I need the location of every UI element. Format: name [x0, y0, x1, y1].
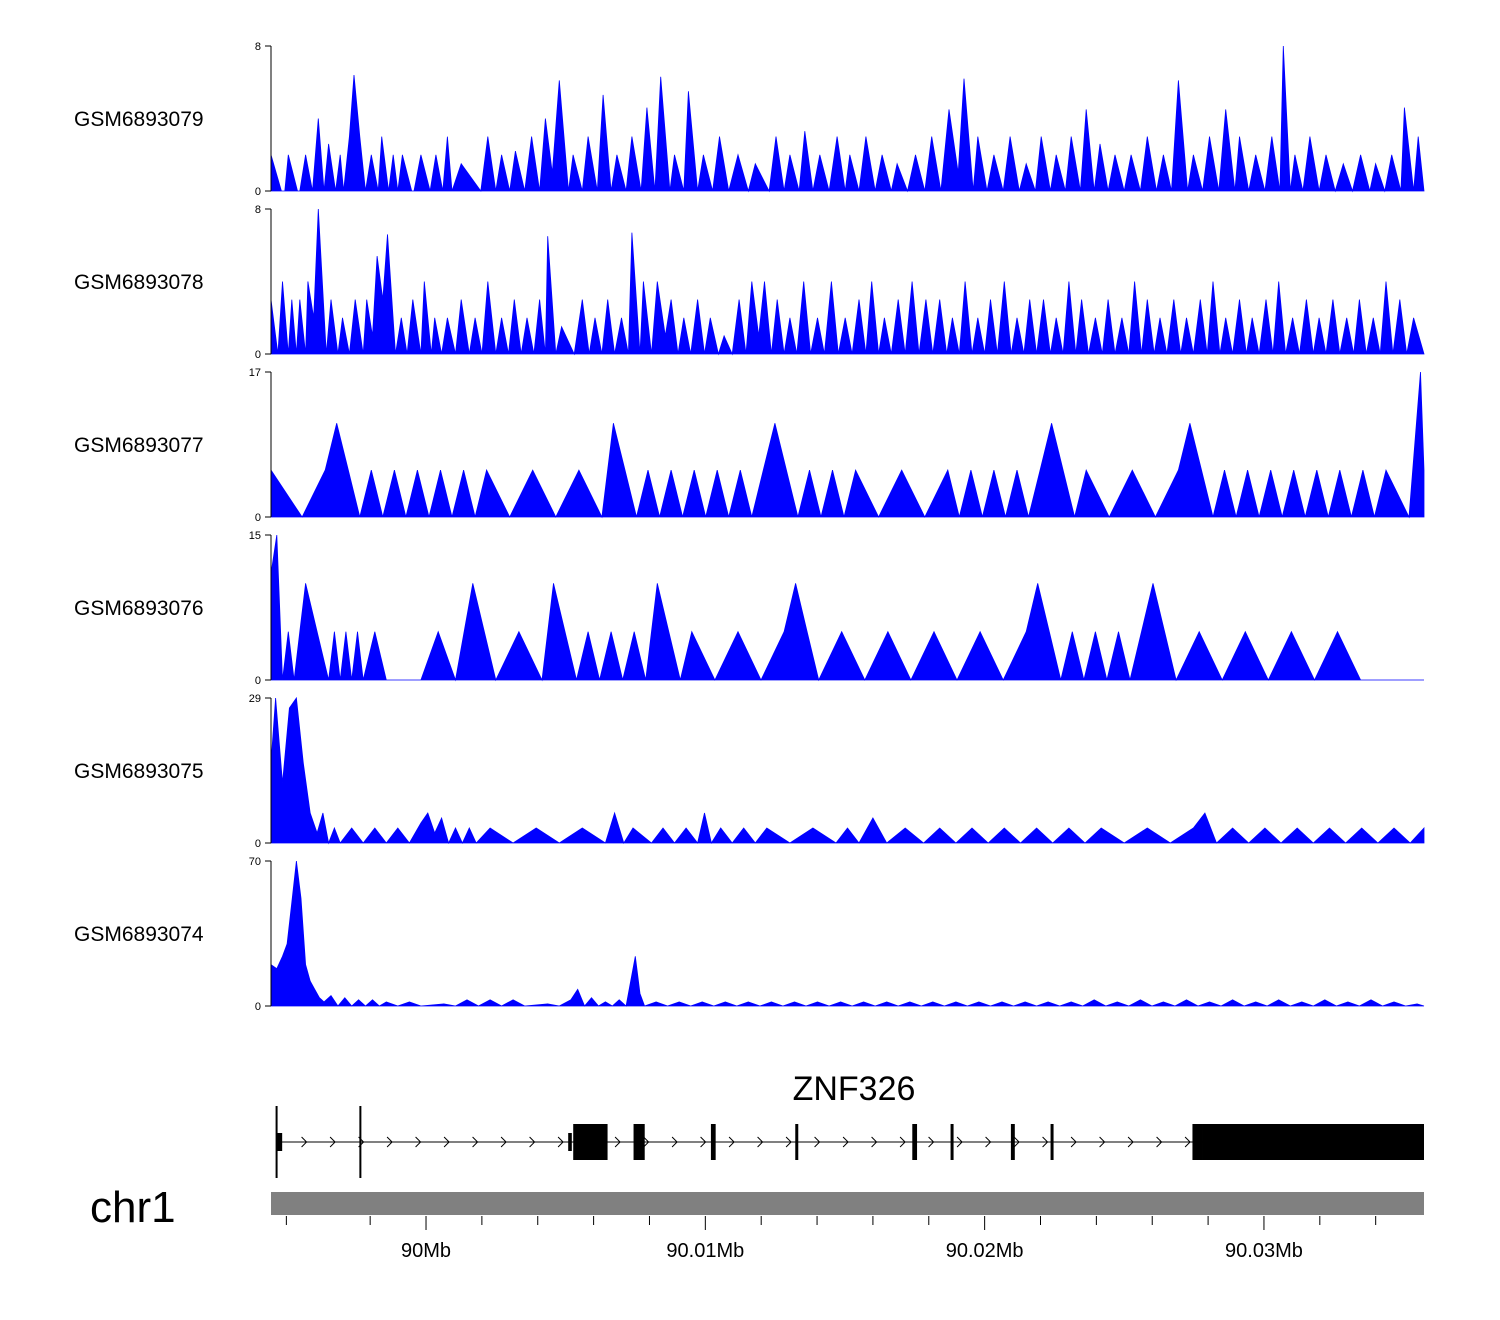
- strand-arrow: [1127, 1136, 1134, 1148]
- strand-arrow: [443, 1136, 450, 1148]
- exon-block: [912, 1124, 918, 1160]
- strand-arrow: [500, 1136, 507, 1148]
- signal-area: [270, 860, 1425, 1007]
- exon-block: [573, 1124, 608, 1160]
- strand-arrow: [1070, 1136, 1077, 1148]
- track-label: GSM6893078: [74, 271, 204, 294]
- x-tick-label: 90.03Mb: [1225, 1240, 1303, 1262]
- exon-block: [1010, 1124, 1015, 1160]
- strand-arrow: [301, 1136, 308, 1148]
- y-max-label: 17: [249, 367, 261, 379]
- gene-name-label: ZNF326: [793, 1070, 916, 1108]
- strand-arrow: [614, 1136, 621, 1148]
- exon-block: [710, 1124, 716, 1160]
- track-GSM6893078: 8 0 GSM6893078: [74, 204, 1425, 361]
- chromosome-label: chr1: [90, 1183, 176, 1232]
- strand-arrow: [956, 1136, 963, 1148]
- track-label: GSM6893079: [74, 108, 204, 131]
- exon-block: [1050, 1124, 1054, 1160]
- signal-tracks: 8 0 GSM6893079 8 0 GSM6893078 17 0 GSM6893077 15 0…: [74, 41, 1425, 1013]
- strand-arrow: [871, 1136, 878, 1148]
- strand-arrow: [472, 1136, 479, 1148]
- track-label: GSM6893075: [74, 760, 204, 783]
- signal-area: [270, 696, 1425, 845]
- chromosome-ideogram: chr1: [90, 1183, 1424, 1232]
- exon-block: [795, 1124, 799, 1160]
- track-GSM6893079: 8 0 GSM6893079: [74, 41, 1425, 198]
- y-max-label: 8: [255, 41, 261, 53]
- track-label: GSM6893074: [74, 923, 204, 946]
- strand-arrow: [529, 1136, 536, 1148]
- strand-arrow: [785, 1136, 792, 1148]
- signal-area: [270, 45, 1425, 193]
- strand-arrow: [1042, 1136, 1049, 1148]
- exon-block: [1192, 1124, 1203, 1160]
- strand-arrow: [985, 1136, 992, 1148]
- y-max-label: 70: [249, 856, 261, 868]
- signal-area: [270, 534, 1424, 682]
- y-max-label: 8: [255, 204, 261, 216]
- exon-block: [950, 1124, 954, 1160]
- y-min-label: 0: [255, 349, 261, 361]
- x-tick-label: 90.01Mb: [666, 1240, 744, 1262]
- strand-arrow: [386, 1136, 393, 1148]
- y-min-label: 0: [255, 838, 261, 850]
- strand-arrow: [757, 1136, 764, 1148]
- exon-block: [276, 1133, 283, 1151]
- strand-arrow: [557, 1136, 564, 1148]
- signal-area: [270, 208, 1425, 356]
- signal-area: [270, 371, 1425, 519]
- chromosome-bar: [271, 1192, 1424, 1215]
- y-min-label: 0: [255, 186, 261, 198]
- genomic-axis: 90Mb 90.01Mb 90.02Mb 90.03Mb: [285, 1216, 1377, 1262]
- y-max-label: 29: [249, 693, 261, 705]
- strand-arrow: [1013, 1136, 1020, 1148]
- strand-arrow: [814, 1136, 821, 1148]
- strand-arrow: [899, 1136, 906, 1148]
- x-tick-label: 90.02Mb: [946, 1240, 1024, 1262]
- track-GSM6893076: 15 0 GSM6893076: [74, 530, 1424, 687]
- track-label: GSM6893077: [74, 434, 204, 457]
- strand-arrow: [728, 1136, 735, 1148]
- strand-arrow: [329, 1136, 336, 1148]
- track-label: GSM6893076: [74, 597, 204, 620]
- exon-block: [568, 1133, 572, 1151]
- exon-block: [1202, 1124, 1424, 1160]
- strand-arrow: [1099, 1136, 1106, 1148]
- y-min-label: 0: [255, 675, 261, 687]
- gene-model: ZNF326: [275, 1070, 1424, 1178]
- strand-arrow: [928, 1136, 935, 1148]
- y-max-label: 15: [249, 530, 261, 542]
- track-GSM6893074: 70 0 GSM6893074: [74, 856, 1425, 1013]
- strand-arrow: [415, 1136, 422, 1148]
- strand-arrow: [842, 1136, 849, 1148]
- strand-arrow: [1184, 1136, 1191, 1148]
- strand-arrow: [643, 1136, 650, 1148]
- x-tick-label: 90Mb: [401, 1240, 451, 1262]
- y-min-label: 0: [255, 512, 261, 524]
- track-GSM6893075: 29 0 GSM6893075: [74, 693, 1425, 850]
- strand-arrow: [1156, 1136, 1163, 1148]
- strand-arrow: [671, 1136, 678, 1148]
- y-min-label: 0: [255, 1001, 261, 1013]
- strand-arrow: [700, 1136, 707, 1148]
- track-GSM6893077: 17 0 GSM6893077: [74, 367, 1425, 524]
- exon-block: [633, 1124, 645, 1160]
